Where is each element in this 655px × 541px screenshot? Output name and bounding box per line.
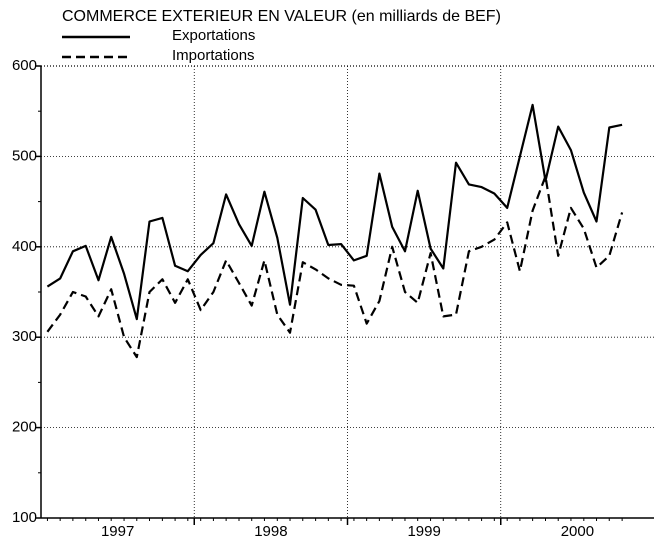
chart-title: COMMERCE EXTERIEUR EN VALEUR (en milliar… <box>62 8 501 25</box>
y-tick-label: 400 <box>12 238 37 255</box>
x-tick-label: 1997 <box>101 523 134 540</box>
y-tick-label: 200 <box>12 419 37 436</box>
data-line <box>46 175 624 359</box>
legend-label: Importations <box>172 47 255 64</box>
y-tick-label: 100 <box>12 509 37 526</box>
data-line <box>46 103 623 321</box>
legend-label: Exportations <box>172 27 255 44</box>
y-tick-label: 300 <box>12 328 37 345</box>
y-tick-label: 600 <box>12 57 37 74</box>
x-tick-label: 2000 <box>561 523 594 540</box>
x-tick-label: 1998 <box>254 523 287 540</box>
y-tick-label: 500 <box>12 147 37 164</box>
x-tick-label: 1999 <box>407 523 440 540</box>
